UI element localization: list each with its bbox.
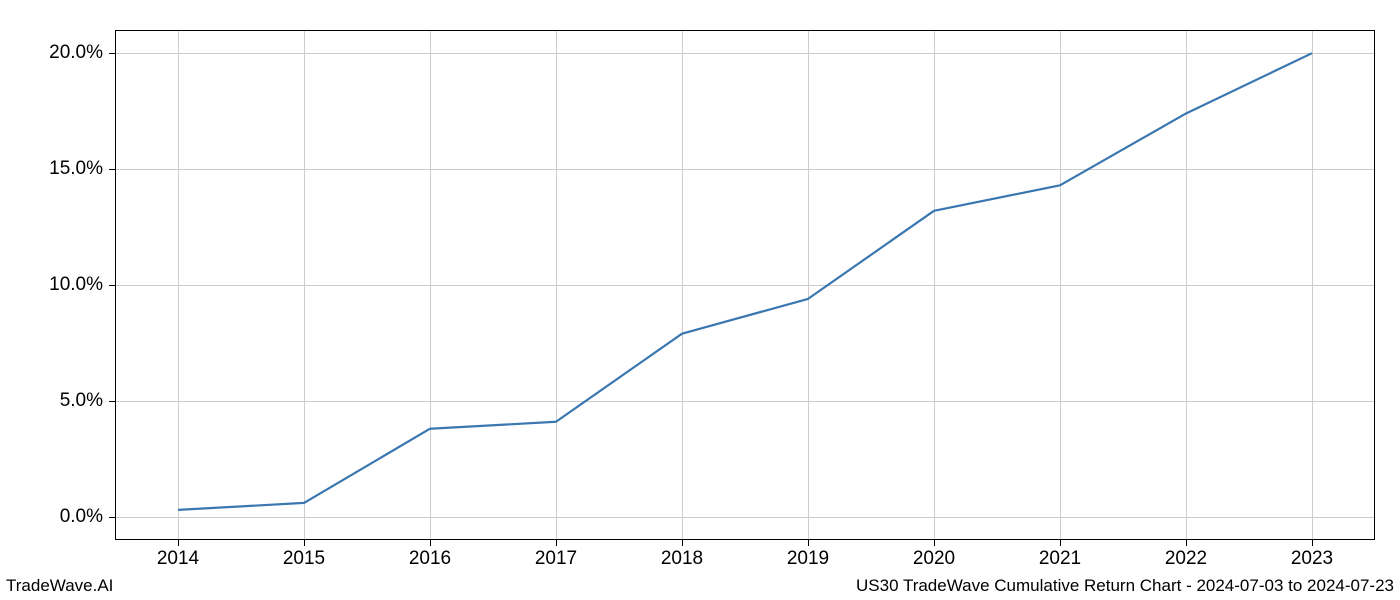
x-tick-label: 2020 [913, 548, 955, 570]
y-tick-label: 15.0% [49, 158, 103, 180]
y-tick [109, 53, 115, 54]
x-tick [808, 540, 809, 546]
x-tick [682, 540, 683, 546]
x-tick-label: 2022 [1165, 548, 1207, 570]
chart-plot-area: 2014201520162017201820192020202120222023… [115, 30, 1375, 540]
x-tick [304, 540, 305, 546]
x-tick [430, 540, 431, 546]
x-tick [556, 540, 557, 546]
x-tick-label: 2023 [1291, 548, 1333, 570]
x-tick-label: 2021 [1039, 548, 1081, 570]
x-tick-label: 2016 [409, 548, 451, 570]
x-tick [178, 540, 179, 546]
y-tick [109, 401, 115, 402]
footer-caption: US30 TradeWave Cumulative Return Chart -… [856, 576, 1394, 596]
chart-frame [115, 30, 1375, 540]
x-tick-label: 2018 [661, 548, 703, 570]
x-tick-label: 2014 [157, 548, 199, 570]
x-tick [1060, 540, 1061, 546]
y-tick-label: 20.0% [49, 42, 103, 64]
y-tick-label: 10.0% [49, 274, 103, 296]
footer-brand: TradeWave.AI [6, 576, 113, 596]
x-tick-label: 2017 [535, 548, 577, 570]
y-tick-label: 5.0% [60, 390, 103, 412]
x-tick-label: 2015 [283, 548, 325, 570]
y-tick-label: 0.0% [60, 506, 103, 528]
x-tick-label: 2019 [787, 548, 829, 570]
y-tick [109, 517, 115, 518]
y-tick [109, 169, 115, 170]
x-tick [1186, 540, 1187, 546]
x-tick [1312, 540, 1313, 546]
x-tick [934, 540, 935, 546]
y-tick [109, 285, 115, 286]
